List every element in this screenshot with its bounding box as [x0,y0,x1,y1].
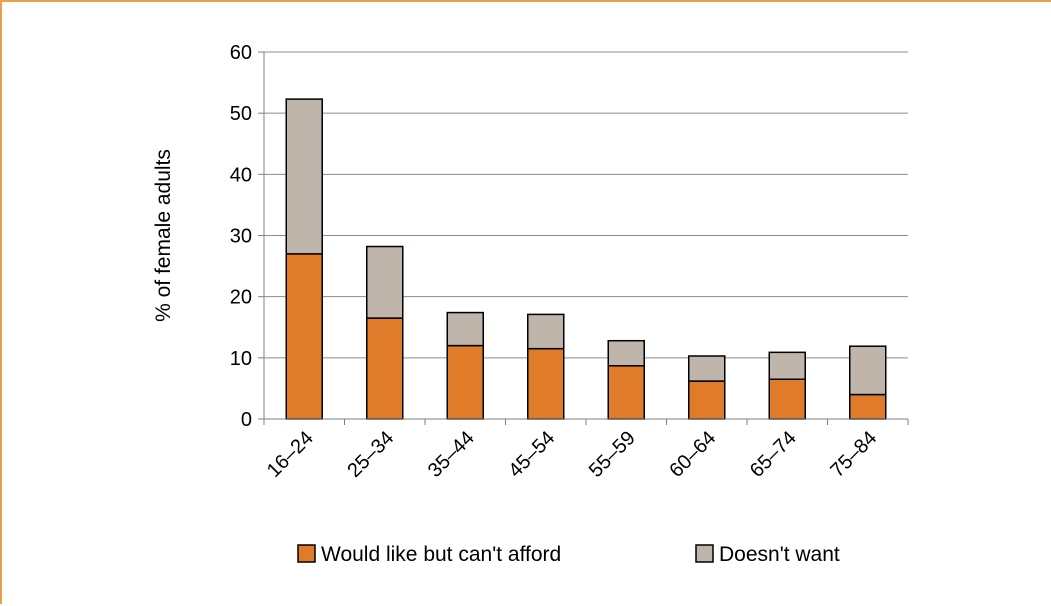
y-tick-label: 0 [241,409,252,431]
bar-segment-would-like-cant-afford [446,344,484,420]
y-tick-label: 30 [230,226,252,248]
y-tick-label: 10 [230,348,252,370]
x-tick-label: 60–64 [665,427,720,482]
bar-segment-would-like-cant-afford [285,253,323,420]
legend-label: Doesn't want [719,543,840,566]
legend-label: Would like but can't afford [321,543,561,566]
bar-segment-would-like-cant-afford [607,365,645,420]
bar-segment-doesnt-want [688,355,726,382]
x-tick-label: 16–24 [263,427,318,482]
bar-segment-doesnt-want [527,313,565,350]
y-tick-label: 50 [230,103,252,125]
bars [285,98,887,420]
y-tick-label: 40 [230,164,252,186]
bar-segment-doesnt-want [768,351,806,380]
x-tick-label: 65–74 [746,427,801,482]
x-tick-label: 35–44 [424,427,479,482]
legend-swatch [297,544,316,563]
bar-segment-doesnt-want [849,345,887,396]
bar-segment-doesnt-want [607,339,645,367]
bar-segment-doesnt-want [285,98,323,255]
legend-item-doesnt-want: Doesn't want [695,543,840,566]
y-axis-label: % of female adults [152,149,175,322]
bar-segment-would-like-cant-afford [768,378,806,420]
x-tick-label: 25–34 [343,427,398,482]
legend-item-would-like-cant-afford: Would like but can't afford [297,543,561,566]
legend-swatch [695,544,714,563]
y-tick-label: 60 [230,42,252,64]
bar-segment-doesnt-want [446,311,484,347]
bar-segment-would-like-cant-afford [366,317,404,420]
x-tick-label: 75–84 [826,427,881,482]
bar-segment-would-like-cant-afford [688,380,726,420]
legend: Would like but can't afford Doesn't want [297,543,840,566]
y-tick-labels: 0 10 20 30 40 50 60 [230,42,252,431]
bar-segment-would-like-cant-afford [527,347,565,420]
x-tick-label: 45–54 [504,427,559,482]
x-tick-label: 55–59 [585,427,640,482]
x-tick-labels: 16–24 25–34 35–44 45–54 55–59 60–64 65–74 75–84 [263,427,881,482]
axes [258,51,909,425]
bar-segment-would-like-cant-afford [849,393,887,420]
bar-segment-doesnt-want [366,245,404,319]
gridlines [264,51,908,359]
y-tick-label: 20 [230,287,252,309]
